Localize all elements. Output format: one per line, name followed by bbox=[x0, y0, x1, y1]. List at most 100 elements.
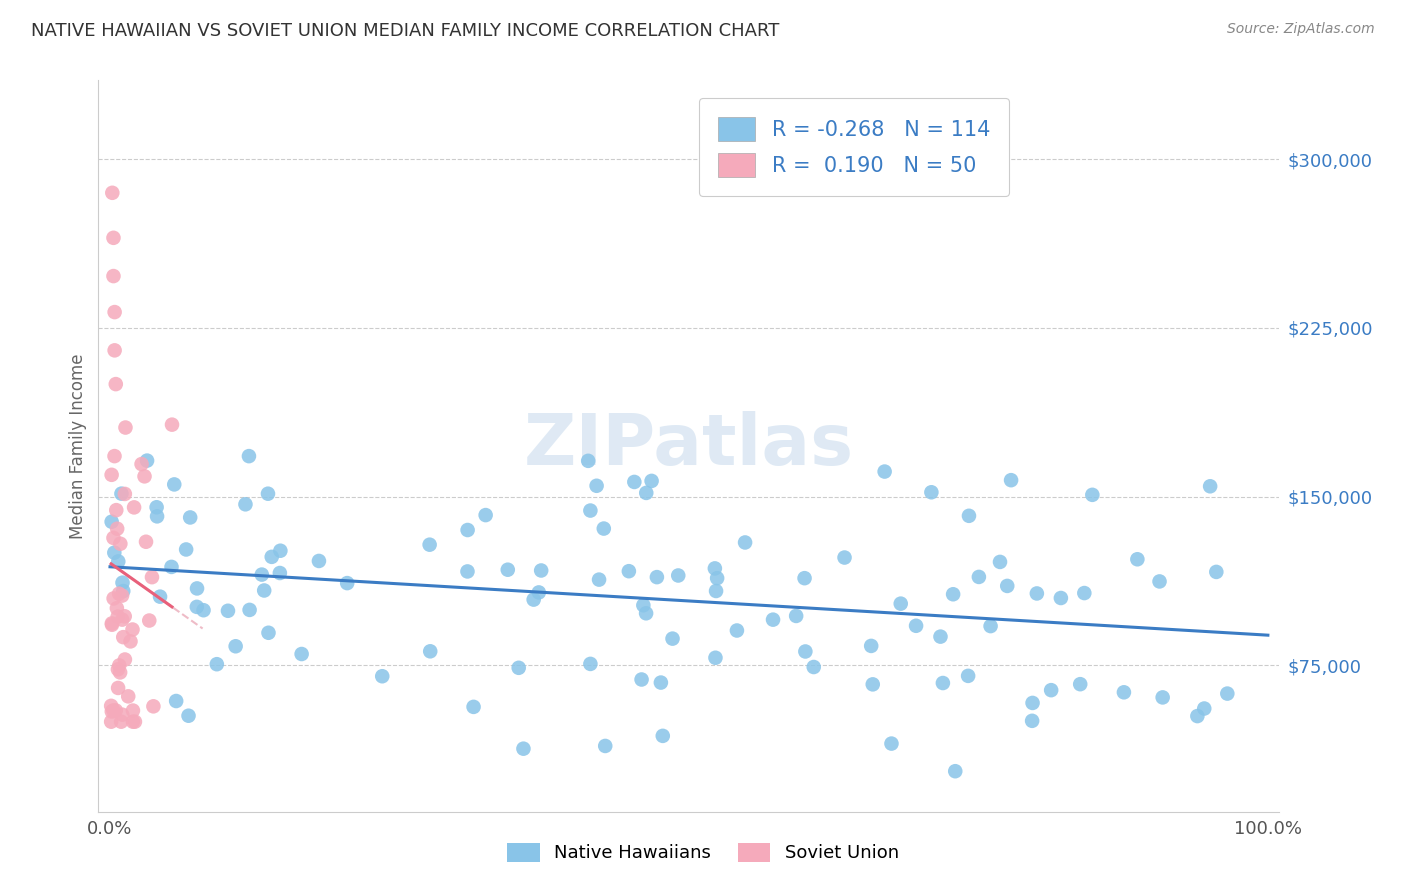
Y-axis label: Median Family Income: Median Family Income bbox=[69, 353, 87, 539]
Point bbox=[101, 616, 124, 631]
Point bbox=[336, 576, 359, 591]
Point bbox=[592, 522, 614, 536]
Point bbox=[117, 690, 139, 704]
Point bbox=[706, 571, 728, 585]
Point bbox=[142, 699, 165, 714]
Point bbox=[980, 619, 1002, 633]
Point bbox=[463, 699, 485, 714]
Point bbox=[100, 515, 122, 529]
Point bbox=[308, 554, 330, 568]
Point bbox=[101, 186, 124, 200]
Point bbox=[104, 343, 127, 358]
Point bbox=[124, 714, 146, 729]
Point bbox=[103, 531, 125, 545]
Point bbox=[107, 681, 129, 695]
Text: ZIPatlas: ZIPatlas bbox=[524, 411, 853, 481]
Point bbox=[474, 508, 496, 522]
Point bbox=[1112, 685, 1135, 699]
Point bbox=[1040, 683, 1063, 698]
Point bbox=[291, 647, 314, 661]
Point bbox=[762, 613, 785, 627]
Point bbox=[135, 534, 157, 549]
Point bbox=[1194, 701, 1216, 715]
Point bbox=[1199, 479, 1222, 493]
Point bbox=[138, 614, 160, 628]
Point bbox=[585, 479, 607, 493]
Point bbox=[239, 603, 262, 617]
Point bbox=[217, 604, 239, 618]
Point bbox=[103, 703, 125, 717]
Point bbox=[579, 657, 602, 671]
Point bbox=[103, 591, 125, 606]
Point bbox=[862, 677, 884, 691]
Point bbox=[100, 714, 122, 729]
Point bbox=[253, 583, 276, 598]
Point bbox=[1205, 565, 1227, 579]
Point bbox=[419, 644, 441, 658]
Point bbox=[114, 487, 136, 501]
Point bbox=[260, 549, 283, 564]
Point bbox=[957, 508, 980, 523]
Point bbox=[1149, 574, 1171, 589]
Point bbox=[131, 457, 153, 471]
Point bbox=[623, 475, 645, 489]
Point bbox=[257, 625, 280, 640]
Point bbox=[177, 708, 200, 723]
Point bbox=[120, 634, 142, 648]
Point bbox=[146, 509, 169, 524]
Point bbox=[160, 417, 183, 432]
Point bbox=[1021, 696, 1043, 710]
Point bbox=[105, 503, 128, 517]
Point bbox=[1069, 677, 1091, 691]
Point bbox=[617, 564, 640, 578]
Point bbox=[943, 764, 966, 779]
Point bbox=[205, 657, 228, 672]
Point bbox=[785, 609, 807, 624]
Point bbox=[165, 694, 187, 708]
Point bbox=[793, 571, 815, 585]
Point bbox=[250, 567, 273, 582]
Point bbox=[890, 597, 912, 611]
Point bbox=[269, 566, 291, 580]
Point bbox=[141, 570, 163, 584]
Point bbox=[725, 624, 748, 638]
Point bbox=[103, 546, 125, 560]
Legend: R = -0.268   N = 114, R =  0.190   N = 50: R = -0.268 N = 114, R = 0.190 N = 50 bbox=[699, 98, 1010, 196]
Point bbox=[1187, 709, 1209, 723]
Point bbox=[110, 714, 132, 729]
Point bbox=[576, 454, 599, 468]
Point bbox=[957, 669, 980, 683]
Point bbox=[134, 469, 156, 483]
Point bbox=[630, 673, 652, 687]
Point bbox=[645, 570, 668, 584]
Point bbox=[588, 573, 610, 587]
Point bbox=[122, 500, 145, 515]
Point bbox=[110, 486, 132, 500]
Point bbox=[905, 619, 928, 633]
Point bbox=[107, 554, 129, 568]
Point bbox=[929, 630, 952, 644]
Point bbox=[942, 587, 965, 601]
Point bbox=[238, 449, 260, 463]
Point bbox=[1216, 687, 1239, 701]
Point bbox=[651, 729, 673, 743]
Point bbox=[579, 503, 602, 517]
Point bbox=[122, 714, 145, 729]
Point bbox=[269, 543, 291, 558]
Point bbox=[108, 658, 131, 673]
Point bbox=[114, 420, 136, 434]
Point bbox=[734, 535, 756, 549]
Point bbox=[121, 623, 143, 637]
Point bbox=[163, 477, 186, 491]
Point bbox=[108, 665, 131, 680]
Point bbox=[104, 305, 127, 319]
Point bbox=[101, 705, 124, 719]
Point bbox=[100, 698, 122, 713]
Point bbox=[111, 613, 134, 627]
Point bbox=[636, 607, 658, 621]
Point bbox=[633, 599, 655, 613]
Point bbox=[834, 550, 856, 565]
Point bbox=[100, 467, 122, 482]
Point bbox=[803, 660, 825, 674]
Point bbox=[122, 704, 145, 718]
